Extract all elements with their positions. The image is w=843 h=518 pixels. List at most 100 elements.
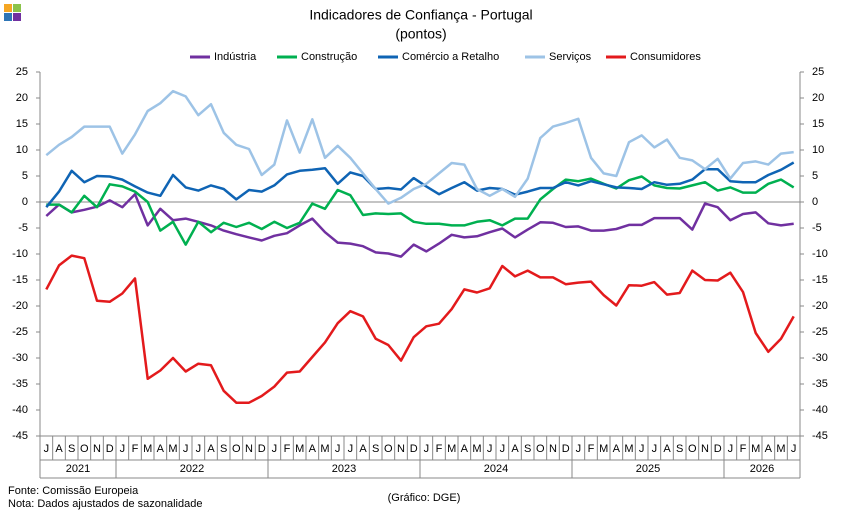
note: Nota: Dados ajustados de sazonalidade — [8, 498, 202, 510]
x-tick-label: S — [676, 443, 683, 455]
x-tick-label: M — [295, 443, 304, 455]
chart-subtitle: (pontos) — [395, 26, 446, 42]
series-line — [45, 161, 795, 208]
y-tick-label: -30 — [12, 352, 28, 364]
x-tick-label: M — [143, 443, 152, 455]
x-tick-label: J — [576, 443, 582, 455]
x-tick-label: O — [232, 443, 241, 455]
credit: (Gráfico: DGE) — [388, 492, 461, 504]
x-tick-label: M — [751, 443, 760, 455]
y-tick-label: -20 — [12, 300, 28, 312]
y2-tick-label: -10 — [812, 248, 828, 260]
x-tick-label: A — [461, 443, 469, 455]
x-tick-label: J — [652, 443, 658, 455]
x-tick-label: A — [309, 443, 317, 455]
y2-tick-label: 0 — [812, 196, 818, 208]
x-tick-label: D — [410, 443, 418, 455]
y-tick-label: 25 — [16, 66, 28, 78]
x-tick-label: F — [588, 443, 595, 455]
x-tick-label: S — [68, 443, 75, 455]
x-tick-label: S — [372, 443, 379, 455]
x-tick-label: J — [791, 443, 797, 455]
y2-tick-label: 10 — [812, 144, 824, 156]
x-tick-label: D — [106, 443, 114, 455]
x-tick-label: J — [196, 443, 202, 455]
x-tick-label: J — [183, 443, 189, 455]
x-tick-label: J — [500, 443, 506, 455]
legend-label: Consumidores — [630, 51, 701, 63]
x-tick-label: A — [55, 443, 63, 455]
x-tick-label: F — [436, 443, 443, 455]
x-tick-label: O — [80, 443, 89, 455]
x-tick-label: M — [624, 443, 633, 455]
x-tick-label: N — [549, 443, 557, 455]
x-tick-label: D — [562, 443, 570, 455]
year-label: 2022 — [180, 463, 204, 475]
x-tick-label: J — [639, 443, 645, 455]
y-tick-label: -10 — [12, 248, 28, 260]
x-tick-label: J — [44, 443, 50, 455]
y-tick-label: -5 — [18, 222, 28, 234]
x-tick-label: S — [220, 443, 227, 455]
x-tick-label: N — [93, 443, 101, 455]
x-tick-label: A — [207, 443, 215, 455]
y2-tick-label: -15 — [812, 274, 828, 286]
x-tick-label: J — [120, 443, 126, 455]
y-tick-label: -15 — [12, 274, 28, 286]
x-tick-label: O — [536, 443, 545, 455]
y-tick-label: -40 — [12, 404, 28, 416]
x-tick-label: A — [359, 443, 367, 455]
series-line — [45, 254, 795, 404]
y-tick-label: -25 — [12, 326, 28, 338]
x-tick-label: J — [487, 443, 493, 455]
x-tick-label: M — [320, 443, 329, 455]
x-tick-label: M — [472, 443, 481, 455]
y-tick-label: -45 — [12, 430, 28, 442]
x-tick-label: F — [132, 443, 139, 455]
y2-tick-label: 25 — [812, 66, 824, 78]
y2-tick-label: -25 — [812, 326, 828, 338]
chart-title: Indicadores de Confiança - Portugal — [309, 7, 532, 23]
year-label: 2025 — [636, 463, 660, 475]
y-tick-label: -35 — [12, 378, 28, 390]
y2-tick-label: -45 — [812, 430, 828, 442]
x-tick-label: F — [740, 443, 747, 455]
year-label: 2024 — [484, 463, 508, 475]
x-tick-label: A — [511, 443, 519, 455]
series-line — [45, 192, 794, 258]
x-tick-label: M — [776, 443, 785, 455]
x-tick-label: O — [384, 443, 393, 455]
y-tick-label: 10 — [16, 144, 28, 156]
year-label: 2023 — [332, 463, 356, 475]
logo — [4, 4, 21, 21]
x-tick-label: A — [663, 443, 671, 455]
x-tick-label: A — [157, 443, 165, 455]
legend-label: Construção — [301, 51, 357, 63]
x-tick-label: J — [272, 443, 278, 455]
x-tick-label: A — [613, 443, 621, 455]
legend-label: Indústria — [214, 51, 257, 63]
y-tick-label: 15 — [16, 118, 28, 130]
y-tick-label: 0 — [22, 196, 28, 208]
y2-tick-label: -35 — [812, 378, 828, 390]
series-line — [46, 175, 795, 246]
x-tick-label: N — [701, 443, 709, 455]
x-tick-label: M — [447, 443, 456, 455]
y-tick-label: 20 — [16, 92, 28, 104]
x-tick-label: S — [524, 443, 531, 455]
y2-tick-label: -30 — [812, 352, 828, 364]
series-line — [45, 89, 794, 205]
y2-tick-label: 5 — [812, 170, 818, 182]
x-tick-label: O — [688, 443, 697, 455]
x-tick-label: D — [258, 443, 266, 455]
x-tick-label: J — [424, 443, 430, 455]
y-tick-label: 5 — [22, 170, 28, 182]
y2-tick-label: 20 — [812, 92, 824, 104]
x-tick-label: F — [284, 443, 291, 455]
legend-label: Serviços — [549, 51, 592, 63]
x-tick-label: J — [348, 443, 354, 455]
x-tick-label: A — [765, 443, 773, 455]
y2-tick-label: 15 — [812, 118, 824, 130]
x-tick-label: N — [397, 443, 405, 455]
